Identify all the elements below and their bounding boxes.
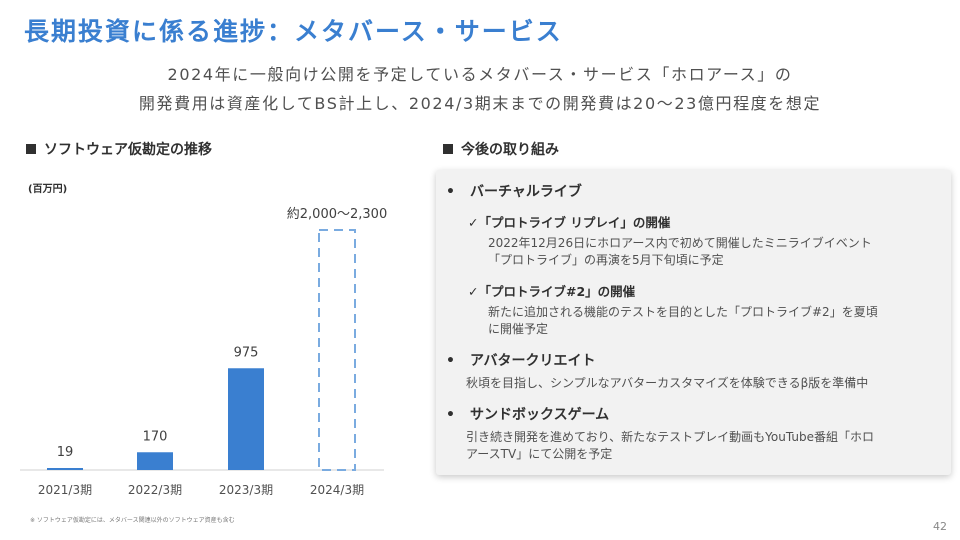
initiative-title: サンドボックスゲーム (470, 407, 610, 423)
check-icon: ✓ (468, 215, 479, 230)
chart-section-heading-text: ソフトウェア仮勘定の推移 (44, 142, 212, 158)
page-number: 42 (933, 520, 947, 533)
square-bullet-icon (26, 144, 36, 154)
chart-section-heading: ソフトウェア仮勘定の推移 (26, 139, 212, 159)
initiative-description: 引き続き開発を進めており、新たなテストプレイ動画もYouTube番組「ホロ アー… (466, 429, 874, 463)
bar (47, 468, 83, 470)
x-tick-label: 2022/3期 (128, 483, 182, 497)
sub-initiative-description: 2022年12月26日にホロアース内で初めて開催したミニライブイベント 「プロト… (488, 235, 872, 269)
description-line: 「プロトライブ」の再演を5月下旬頃に予定 (488, 253, 724, 267)
chart-footnote: ※ ソフトウェア仮勘定には、メタバース関連以外のソフトウェア資産も含む (30, 517, 235, 524)
sub-initiative-description: 新たに追加される機能のテストを目的とした「プロトライブ#2」を夏頃 に開催予定 (488, 304, 878, 338)
sub-initiative-replay: ✓「プロトライブ リプレイ」の開催 (468, 212, 670, 231)
description-line: に開催予定 (488, 322, 549, 336)
description-line: 新たに追加される機能のテストを目的とした「プロトライブ#2」を夏頃 (488, 305, 878, 319)
square-bullet-icon (443, 144, 453, 154)
description-line: 秋頃を目指し、シンプルなアバターカスタマイズを体験できるβ版を準備中 (466, 376, 869, 390)
chart-unit-label: (百万円) (28, 184, 68, 195)
subtitle-line-1: 2024年に一般向け公開を予定しているメタバース・サービス「ホロアース」の (167, 65, 793, 84)
bar (228, 368, 264, 470)
data-label: 19 (57, 445, 74, 460)
sub-initiative-title: 「プロトライブ#2」の開催 (478, 284, 636, 299)
x-tick-label: 2024/3期 (310, 483, 364, 497)
page-title: 長期投資に係る進捗：メタバース・サービス (24, 17, 563, 46)
initiative-title: バーチャルライブ (470, 184, 582, 200)
forecast-bar (318, 229, 356, 471)
check-icon: ✓ (468, 284, 479, 299)
data-label: 975 (234, 345, 259, 360)
initiative-virtual-live: • バーチャルライブ (446, 181, 582, 201)
bullet-icon: • (446, 407, 455, 423)
initiatives-section-heading-text: 今後の取り組み (461, 142, 559, 158)
bullet-icon: • (446, 353, 455, 369)
sub-initiative-protolive-2: ✓「プロトライブ#2」の開催 (468, 281, 635, 300)
initiatives-panel: • バーチャルライブ ✓「プロトライブ リプレイ」の開催 2022年12月26日に… (436, 170, 951, 475)
initiative-description: 秋頃を目指し、シンプルなアバターカスタマイズを体験できるβ版を準備中 (466, 375, 868, 392)
data-label: 約2,000〜2,300 (287, 207, 387, 222)
data-label: 170 (143, 429, 168, 444)
bullet-icon: • (446, 184, 455, 200)
bar-chart: 19 2021/3期 170 2022/3期 975 2023/3期 約2,000〜2,30… (20, 207, 387, 497)
initiative-avatar-create: • アバタークリエイト (446, 350, 595, 370)
initiative-sandbox-game: • サンドボックスゲーム (446, 404, 609, 424)
description-line: 2022年12月26日にホロアース内で初めて開催したミニライブイベント (488, 236, 872, 250)
bar (137, 452, 173, 470)
sub-initiative-title: 「プロトライブ リプレイ」の開催 (478, 215, 671, 230)
initiatives-section-heading: 今後の取り組み (443, 139, 559, 159)
initiative-title: アバタークリエイト (470, 353, 596, 369)
x-tick-label: 2021/3期 (38, 483, 92, 497)
subtitle-line-2: 開発費用は資産化してBS計上し、2024/3期末までの開発費は20〜23億円程度… (138, 94, 822, 113)
description-line: アースTV」にて公開を予定 (466, 447, 613, 461)
x-tick-label: 2023/3期 (219, 483, 273, 497)
description-line: 引き続き開発を進めており、新たなテストプレイ動画もYouTube番組「ホロ (466, 430, 874, 444)
